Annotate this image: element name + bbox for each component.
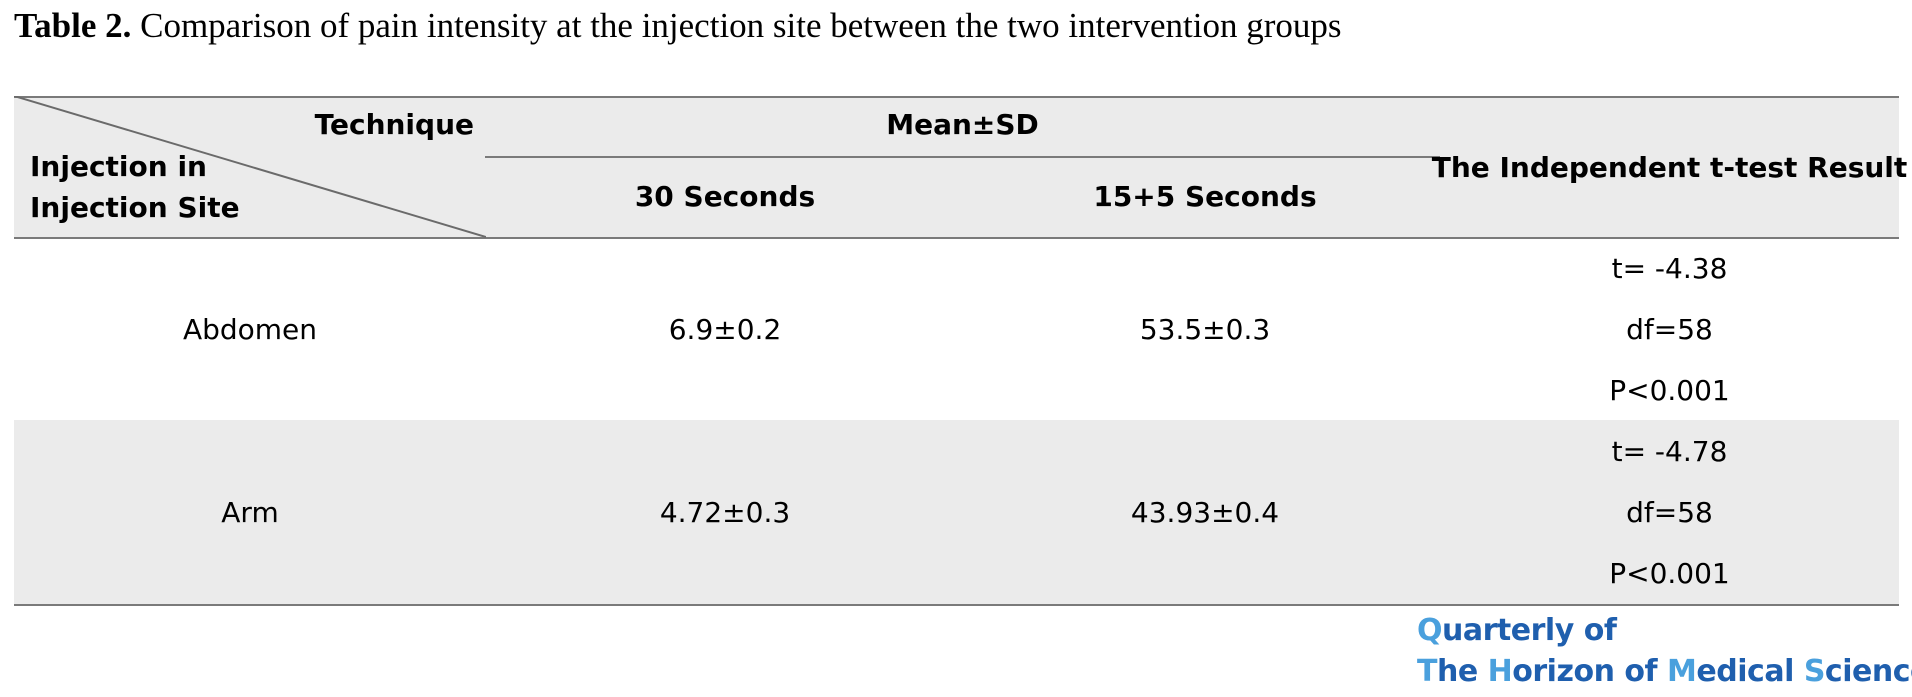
table-caption: Table 2. Comparison of pain intensity at… bbox=[14, 4, 1342, 48]
header-injection-site: Injection in Injection Site bbox=[30, 146, 240, 228]
header-injection-site-line2: Injection Site bbox=[30, 191, 240, 224]
header-bottom-rule bbox=[14, 237, 1899, 239]
header-ttest-result: The Independent t-test Result bbox=[1431, 150, 1908, 184]
row-arm-15-5-seconds: 43.93±0.4 bbox=[1130, 495, 1280, 529]
header-30-seconds: 30 Seconds bbox=[634, 179, 816, 213]
row-abdomen-t-value: t= -4.38 bbox=[1611, 251, 1728, 285]
table-top-rule bbox=[14, 96, 1899, 98]
caption-label: Table 2. bbox=[14, 6, 132, 45]
row-background-arm bbox=[14, 420, 1899, 604]
row-arm-site: Arm bbox=[221, 495, 279, 529]
row-abdomen-15-5-seconds: 53.5±0.3 bbox=[1139, 312, 1271, 346]
caption-text: Comparison of pain intensity at the inje… bbox=[140, 6, 1342, 45]
table-header-background bbox=[14, 96, 1899, 238]
header-diagonal-divider bbox=[14, 96, 486, 238]
row-abdomen-p-value: P<0.001 bbox=[1609, 373, 1730, 407]
journal-logo-line1: Quarterly of bbox=[1417, 613, 1617, 648]
header-technique: Technique bbox=[314, 107, 474, 141]
row-arm-ttest: t= -4.78 df=58 P<0.001 bbox=[1440, 420, 1899, 604]
row-arm-30-seconds: 4.72±0.3 bbox=[659, 495, 791, 529]
header-injection-site-line1: Injection in bbox=[30, 150, 207, 183]
row-abdomen-ttest: t= -4.38 df=58 P<0.001 bbox=[1440, 238, 1899, 420]
row-arm-df: df=58 bbox=[1626, 495, 1713, 529]
row-abdomen-site: Abdomen bbox=[182, 312, 318, 346]
table-bottom-rule bbox=[14, 604, 1899, 606]
results-table: Technique Injection in Injection Site Me… bbox=[14, 96, 1908, 606]
mean-sd-underline bbox=[485, 156, 1440, 158]
header-15-5-seconds: 15+5 Seconds bbox=[1093, 179, 1317, 213]
row-arm-p-value: P<0.001 bbox=[1609, 556, 1730, 590]
row-arm-t-value: t= -4.78 bbox=[1611, 434, 1728, 468]
header-mean-sd: Mean±SD bbox=[886, 107, 1039, 141]
row-abdomen-30-seconds: 6.9±0.2 bbox=[668, 312, 782, 346]
row-abdomen-df: df=58 bbox=[1626, 312, 1713, 346]
journal-logo: Quarterly of The Horizon of Medical Scie… bbox=[1417, 610, 1912, 692]
journal-logo-line2: The Horizon of Medical Sciences bbox=[1417, 654, 1912, 689]
